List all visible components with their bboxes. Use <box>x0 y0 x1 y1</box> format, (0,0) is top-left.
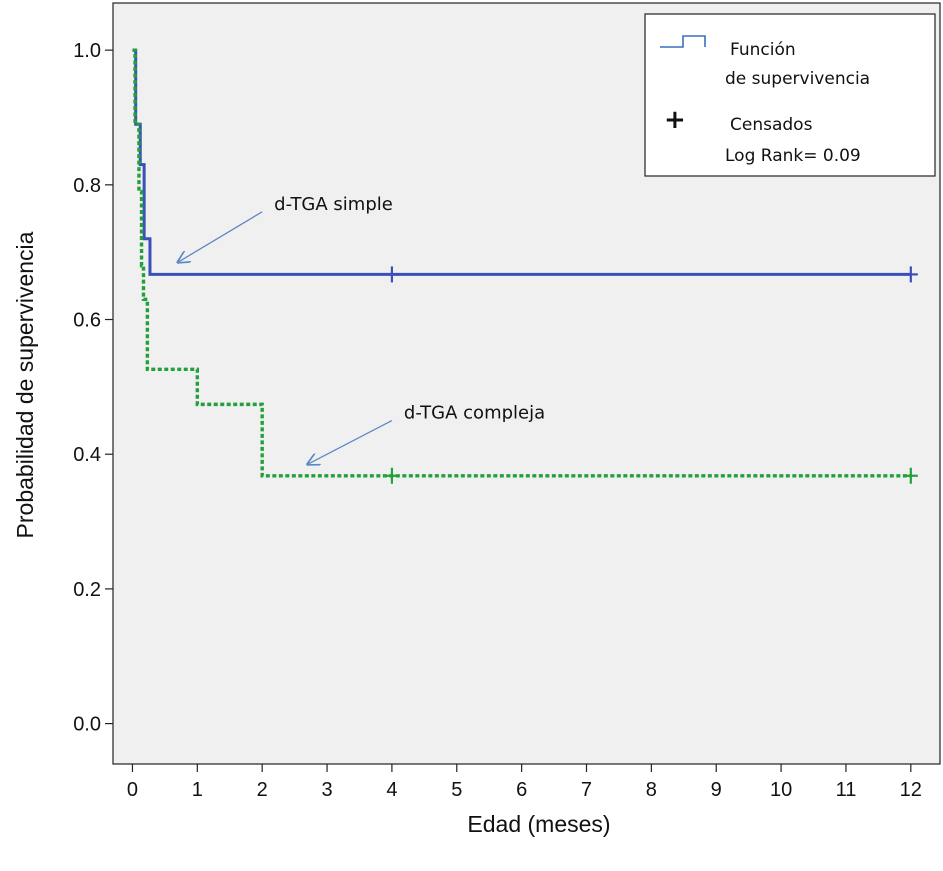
annotation-layer: d-TGA simple d-TGA compleja <box>178 194 545 465</box>
x-axis-title: Edad (meses) <box>467 811 610 837</box>
annotation-arrow-0 <box>178 211 263 263</box>
x-tick-label-3: 3 <box>321 779 332 801</box>
y-tick-label-1: 0.2 <box>73 579 101 601</box>
annotation-label-1: d-TGA compleja <box>404 403 545 424</box>
y-tick-label-2: 0.4 <box>73 444 101 466</box>
annotation-arrow-1 <box>308 419 393 465</box>
x-tick-label-12: 12 <box>900 779 922 801</box>
series-layer <box>132 48 918 484</box>
legend-line-label-1: Función <box>730 40 796 60</box>
y-axis-title: Probabilidad de supervivencia <box>12 231 38 538</box>
y-tick-label-0: 0.0 <box>73 714 101 736</box>
survival-line-compleja <box>132 48 911 478</box>
axes: 0 1 2 3 4 5 6 7 8 9 10 11 120.00.20.40.60.81.0 <box>73 40 922 801</box>
y-tick-label-4: 0.8 <box>73 175 101 197</box>
x-tick-label-5: 5 <box>451 779 462 801</box>
x-tick-label-1: 1 <box>192 779 203 801</box>
legend-stat: Log Rank= 0.09 <box>725 146 861 166</box>
x-tick-label-9: 9 <box>711 779 722 801</box>
y-tick-label-3: 0.6 <box>73 310 101 332</box>
x-tick-label-6: 6 <box>516 779 527 801</box>
x-tick-label-11: 11 <box>836 779 857 801</box>
x-tick-label-10: 10 <box>770 779 792 801</box>
y-tick-label-5: 1.0 <box>73 40 101 62</box>
x-tick-label-8: 8 <box>646 779 657 801</box>
legend-line-label-2: de supervivencia <box>725 69 870 89</box>
legend-censor-symbol: + <box>664 105 686 135</box>
x-tick-label-0: 0 <box>127 779 138 801</box>
legend-step-line-icon <box>660 35 706 48</box>
x-tick-label-2: 2 <box>257 779 268 801</box>
legend-censor-label: Censados <box>730 115 813 135</box>
x-tick-label-7: 7 <box>581 779 592 801</box>
x-tick-label-4: 4 <box>386 779 397 801</box>
legend: Función de supervivencia + Censados Log … <box>644 13 936 177</box>
legend-box <box>644 13 936 177</box>
annotation-label-0: d-TGA simple <box>274 194 393 215</box>
